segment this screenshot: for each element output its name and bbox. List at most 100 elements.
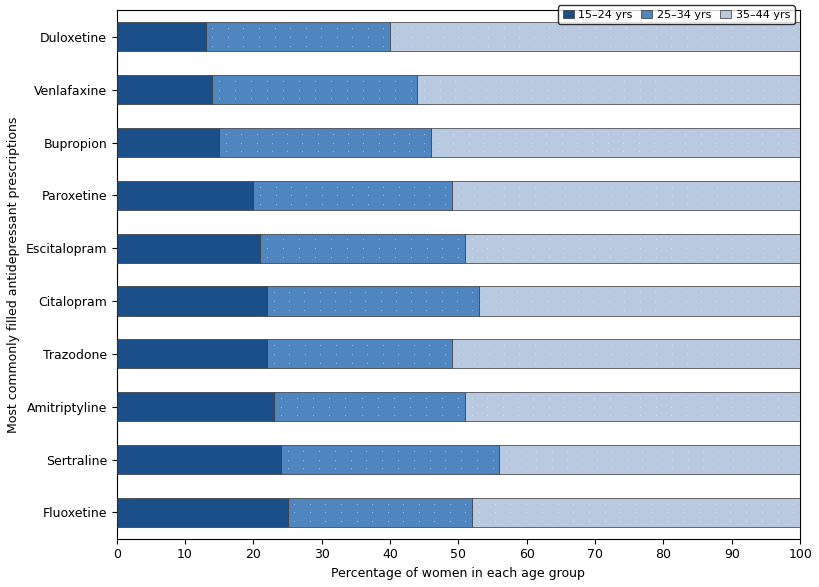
Point — [451, 32, 464, 42]
Point — [267, 288, 280, 297]
X-axis label: Percentage of women in each age group: Percentage of women in each age group — [332, 567, 586, 580]
Point — [482, 23, 495, 33]
Point — [421, 41, 434, 50]
Point — [618, 411, 631, 420]
Point — [449, 94, 462, 103]
Point — [421, 23, 434, 33]
Point — [617, 129, 630, 139]
Point — [296, 147, 309, 156]
Point — [269, 191, 283, 200]
Point — [695, 235, 708, 244]
Point — [556, 94, 569, 103]
Point — [350, 499, 363, 508]
Point — [740, 147, 753, 156]
Point — [260, 252, 274, 262]
Point — [756, 288, 769, 297]
Point — [681, 464, 694, 473]
Point — [573, 200, 586, 209]
Point — [619, 23, 632, 33]
Point — [465, 305, 478, 315]
Point — [407, 349, 420, 359]
Point — [619, 358, 632, 367]
Point — [741, 235, 754, 244]
Point — [771, 296, 785, 306]
Point — [254, 182, 267, 191]
Point — [452, 411, 465, 420]
Point — [726, 305, 739, 315]
Point — [726, 349, 739, 359]
Point — [292, 85, 305, 95]
Point — [590, 455, 604, 464]
Point — [708, 499, 722, 508]
Point — [407, 191, 420, 200]
Bar — [117, 392, 274, 421]
Point — [771, 288, 785, 297]
Point — [459, 517, 472, 526]
Point — [619, 200, 632, 209]
Point — [527, 32, 541, 42]
Point — [679, 147, 692, 156]
Point — [676, 508, 690, 517]
Point — [636, 464, 649, 473]
Point — [283, 32, 296, 42]
Point — [525, 76, 538, 86]
Point — [361, 191, 374, 200]
Point — [710, 244, 723, 253]
Point — [329, 349, 342, 359]
Point — [618, 393, 631, 403]
Point — [391, 32, 404, 42]
Point — [438, 182, 451, 191]
Point — [387, 411, 400, 420]
Point — [404, 94, 417, 103]
Point — [541, 305, 554, 315]
Point — [500, 464, 513, 473]
Point — [495, 94, 508, 103]
Point — [315, 182, 328, 191]
Point — [405, 288, 418, 297]
Point — [356, 244, 369, 253]
Point — [787, 147, 800, 156]
Point — [360, 455, 373, 464]
Point — [771, 235, 785, 244]
Bar — [219, 128, 431, 157]
Point — [331, 191, 344, 200]
Point — [787, 85, 800, 95]
Point — [527, 393, 540, 403]
Point — [396, 517, 410, 526]
Point — [676, 499, 690, 508]
Point — [497, 23, 510, 33]
Point — [694, 147, 707, 156]
Point — [254, 191, 267, 200]
Point — [757, 446, 770, 456]
Point — [496, 393, 509, 403]
Point — [428, 517, 441, 526]
Point — [477, 129, 491, 139]
Point — [252, 23, 265, 33]
Point — [438, 191, 451, 200]
Point — [787, 244, 800, 253]
Point — [695, 411, 708, 420]
Point — [265, 138, 278, 147]
Point — [649, 32, 663, 42]
Point — [710, 288, 723, 297]
Point — [433, 85, 446, 95]
Point — [267, 349, 280, 359]
Point — [726, 252, 739, 262]
Point — [280, 138, 293, 147]
Point — [486, 455, 499, 464]
Point — [726, 358, 739, 367]
Point — [389, 296, 402, 306]
Point — [589, 358, 602, 367]
Point — [344, 296, 357, 306]
Point — [633, 296, 646, 306]
Point — [740, 76, 753, 86]
Point — [661, 517, 674, 526]
Point — [346, 32, 359, 42]
Point — [250, 129, 263, 139]
Point — [300, 191, 313, 200]
Point — [284, 182, 297, 191]
Point — [787, 23, 800, 33]
Point — [588, 244, 601, 253]
Point — [630, 499, 643, 508]
Point — [602, 296, 615, 306]
